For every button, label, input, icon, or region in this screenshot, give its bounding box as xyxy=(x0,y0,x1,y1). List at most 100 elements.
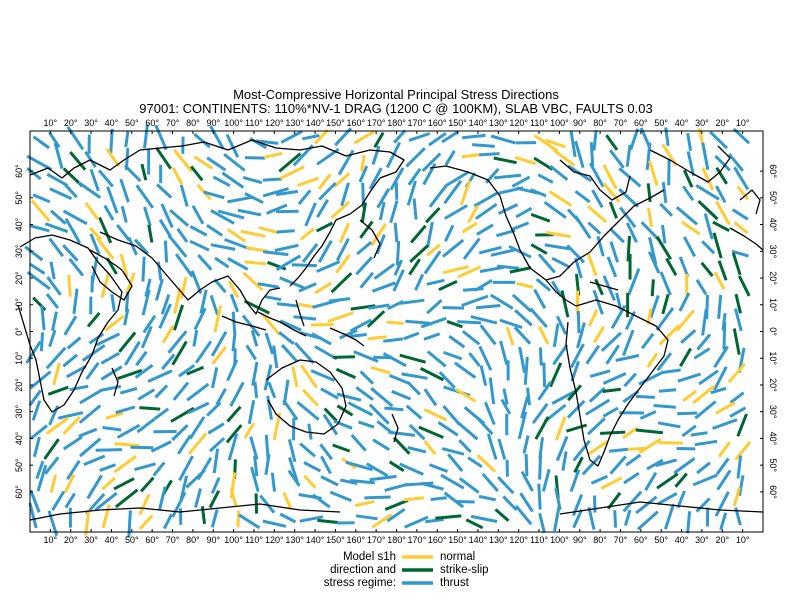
coastline xyxy=(265,359,347,435)
stress-symbol xyxy=(737,275,751,297)
stress-symbol xyxy=(100,351,121,365)
stress-symbol xyxy=(657,421,681,429)
stress-symbol xyxy=(237,208,262,217)
stress-symbol xyxy=(353,130,376,145)
bottom-tick-label: 120° xyxy=(509,535,528,545)
stress-symbol xyxy=(530,243,548,255)
stress-symbol xyxy=(533,134,559,153)
stress-symbol xyxy=(143,206,152,227)
stress-symbol xyxy=(588,386,606,403)
stress-symbol xyxy=(250,329,259,347)
stress-symbol xyxy=(534,416,550,440)
stress-symbol xyxy=(62,353,79,368)
stress-symbol xyxy=(323,407,338,422)
stress-symbol xyxy=(399,353,426,364)
stress-symbol xyxy=(529,188,547,198)
stress-symbol xyxy=(686,511,692,534)
stress-symbol xyxy=(225,133,240,158)
coastlines xyxy=(17,139,764,521)
stress-symbol xyxy=(383,337,404,343)
stress-symbol xyxy=(531,403,549,424)
coastline xyxy=(429,165,547,281)
stress-symbol xyxy=(681,220,701,236)
stress-symbol xyxy=(389,200,399,224)
top-tick-label: 30° xyxy=(84,118,98,128)
stress-symbol xyxy=(68,257,85,277)
stress-symbol xyxy=(457,265,482,279)
stress-symbol xyxy=(45,416,70,435)
stress-symbol xyxy=(162,513,173,530)
stress-symbol xyxy=(261,313,281,336)
stress-symbol xyxy=(51,490,66,511)
stress-symbol xyxy=(543,200,567,219)
stress-symbol xyxy=(448,334,466,349)
stress-symbol xyxy=(515,206,533,219)
bottom-tick-label: 70° xyxy=(166,535,180,545)
stress-symbol xyxy=(279,512,297,524)
bottom-tick-label: 70° xyxy=(614,535,628,545)
bottom-tick-label: 180° xyxy=(387,535,406,545)
stress-symbol xyxy=(505,326,515,346)
stress-symbol xyxy=(446,319,463,329)
bottom-tick-label: 130° xyxy=(285,535,304,545)
stress-symbol xyxy=(249,436,259,460)
stress-symbol xyxy=(32,135,50,150)
stress-symbol xyxy=(681,424,697,438)
stress-symbol xyxy=(209,125,225,150)
stress-symbol xyxy=(347,401,374,417)
stress-symbol xyxy=(732,328,741,355)
stress-symbol xyxy=(585,398,611,416)
bottom-tick-label: 140° xyxy=(306,535,325,545)
stress-symbol xyxy=(555,315,568,335)
stress-symbol xyxy=(211,345,227,365)
stress-symbol xyxy=(187,401,210,415)
left-tick-label: 60° xyxy=(14,164,24,178)
stress-symbol xyxy=(673,457,696,475)
stress-symbol xyxy=(227,195,253,204)
stress-symbol xyxy=(189,225,208,237)
stress-symbol xyxy=(66,336,82,350)
stress-symbol xyxy=(514,309,533,327)
stress-symbol xyxy=(147,369,173,383)
stress-symbol xyxy=(153,407,170,421)
stress-symbol xyxy=(333,355,355,359)
stress-symbol xyxy=(588,162,605,188)
left-tick-label: 30° xyxy=(14,405,24,419)
stress-symbol xyxy=(590,474,609,485)
stress-symbol xyxy=(545,138,567,149)
stress-symbol xyxy=(66,459,81,481)
stress-symbol xyxy=(535,277,552,292)
bottom-tick-label: 20° xyxy=(64,535,78,545)
stress-symbol xyxy=(478,494,497,502)
bottom-tick-label: 10° xyxy=(736,535,750,545)
stress-symbol xyxy=(243,299,270,315)
stress-symbol xyxy=(661,182,668,203)
stress-symbol xyxy=(199,289,208,314)
stress-symbol xyxy=(629,128,640,150)
stress-symbol xyxy=(64,217,82,244)
stress-symbol xyxy=(242,271,264,292)
stress-symbol xyxy=(478,345,493,371)
stress-symbol xyxy=(291,366,299,388)
stress-symbol xyxy=(733,166,750,191)
stress-symbol xyxy=(140,163,148,181)
stress-symbol xyxy=(78,427,98,438)
stress-symbol xyxy=(330,272,353,294)
stress-symbol xyxy=(646,352,659,368)
right-tick-label: 40° xyxy=(768,432,778,446)
top-tick-label: 60° xyxy=(634,118,648,128)
stress-symbol xyxy=(441,447,465,456)
top-tick-label: 100° xyxy=(224,118,243,128)
stress-symbol xyxy=(442,405,461,426)
coastline xyxy=(359,219,381,259)
stress-symbol xyxy=(194,488,202,508)
stress-symbol xyxy=(276,302,298,308)
stress-symbol xyxy=(475,304,501,310)
stress-symbol xyxy=(368,403,390,425)
stress-symbol xyxy=(167,234,188,258)
stress-symbol xyxy=(369,474,397,482)
top-tick-label: 150° xyxy=(448,118,467,128)
stress-symbol xyxy=(114,488,139,509)
stress-symbol xyxy=(53,142,64,169)
stress-symbol xyxy=(313,128,329,145)
